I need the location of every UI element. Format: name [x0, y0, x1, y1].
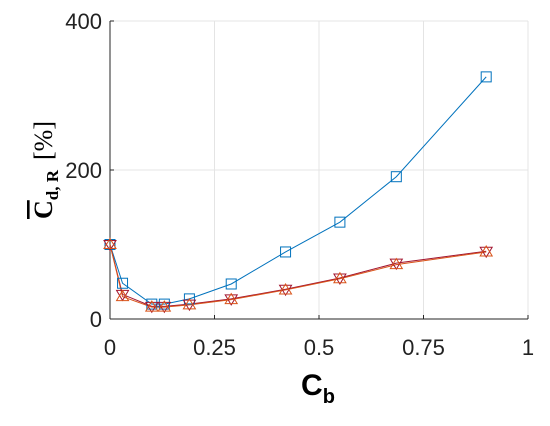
series-line [109, 244, 487, 307]
y-label-unit: [%] [29, 121, 58, 160]
marker [144, 301, 159, 314]
y-tick-label: 400 [65, 9, 102, 34]
marker [480, 71, 492, 83]
x-label-sub: b [323, 386, 335, 408]
x-axis-label: Cb [301, 369, 335, 408]
marker [144, 300, 159, 312]
y-tick-label: 0 [90, 307, 102, 332]
x-tick-label: 1 [522, 335, 534, 360]
marker [278, 282, 293, 295]
y-label-main: C [29, 200, 58, 219]
marker [389, 257, 404, 270]
marker [183, 293, 195, 305]
x-tick-label: 0.75 [402, 335, 445, 360]
marker [278, 284, 293, 297]
marker [103, 237, 117, 249]
marker [182, 299, 197, 312]
marker [224, 292, 239, 305]
marker [225, 278, 237, 290]
y-label-sub: d, R [43, 169, 62, 200]
x-tick-label: 0.25 [193, 335, 236, 360]
marker [479, 246, 494, 259]
marker [333, 273, 347, 285]
x-label-main: C [301, 369, 323, 402]
marker [104, 239, 116, 250]
marker [334, 216, 346, 228]
y-axis-label-group: Cd, R [%] [29, 121, 62, 219]
marker [224, 294, 239, 306]
marker [333, 271, 347, 284]
series-line [109, 244, 487, 308]
marker [103, 240, 117, 252]
x-tick-label: 0 [104, 335, 116, 360]
marker [182, 297, 197, 310]
y-axis-label: Cd, R [%] [29, 121, 62, 219]
marker [479, 244, 494, 257]
y-tick-label: 200 [65, 158, 102, 183]
marker [157, 300, 172, 312]
marker [157, 301, 172, 314]
marker [390, 171, 402, 183]
marker [280, 246, 292, 258]
marker [115, 289, 130, 302]
marker [117, 277, 129, 289]
x-tick-label: 0.5 [304, 335, 335, 360]
series-line [109, 76, 487, 305]
